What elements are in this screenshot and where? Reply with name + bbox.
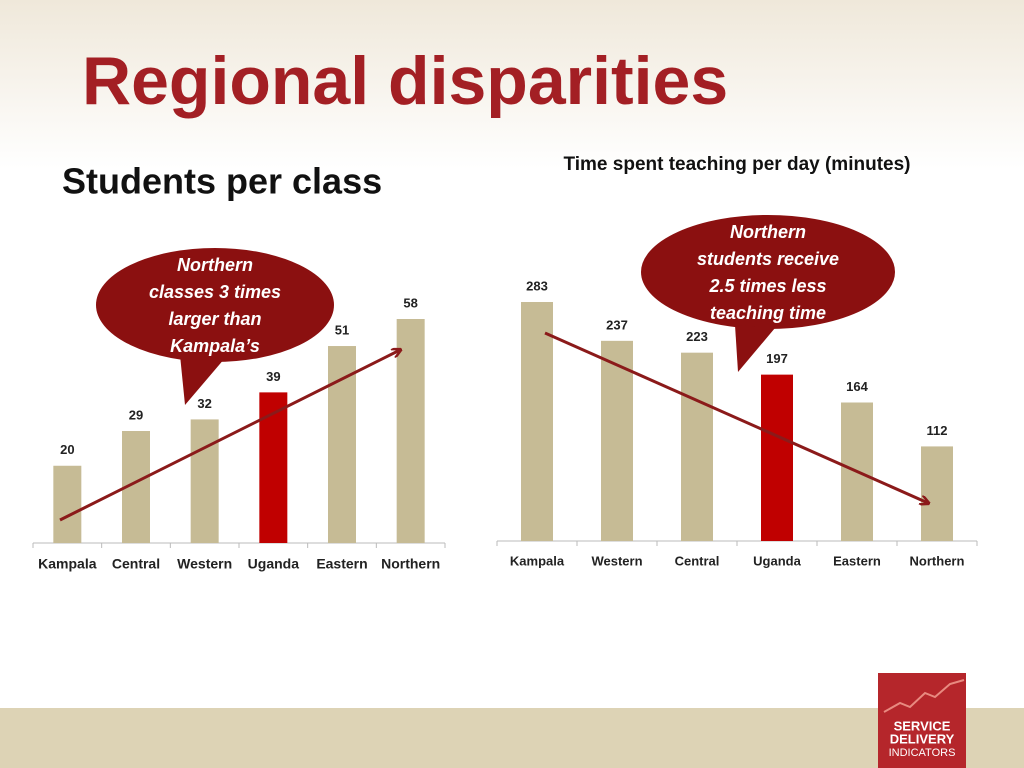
x-tick-label: Uganda <box>753 553 801 568</box>
value-label: 223 <box>686 329 708 344</box>
x-tick-label: Northern <box>381 556 440 572</box>
bar <box>761 374 793 541</box>
callout-text: Northern <box>730 222 806 242</box>
bar <box>396 319 425 543</box>
value-label: 237 <box>606 317 628 332</box>
logo-text: SERVICE <box>894 718 951 733</box>
value-label: 29 <box>129 407 143 422</box>
logo-text: DELIVERY <box>890 731 955 746</box>
slide-title: Regional disparities <box>82 43 728 119</box>
x-tick-label: Eastern <box>833 553 881 568</box>
bar <box>521 302 553 541</box>
value-label: 20 <box>60 442 74 457</box>
x-tick-label: Central <box>112 556 160 572</box>
callout-text: 2.5 times less <box>708 276 826 296</box>
callout-tail <box>735 325 775 372</box>
callout-text: students receive <box>697 249 839 269</box>
bar <box>601 340 633 541</box>
value-label: 283 <box>526 278 548 293</box>
value-label: 32 <box>197 396 211 411</box>
x-tick-label: Central <box>675 553 720 568</box>
bar <box>190 419 219 543</box>
x-tick-label: Eastern <box>316 556 367 572</box>
x-tick-label: Uganda <box>248 556 300 572</box>
callout-text: classes 3 times <box>149 282 281 302</box>
callout-text: Kampala’s <box>170 336 260 356</box>
callout-text: teaching time <box>710 303 826 323</box>
callout-text: Northern <box>177 255 253 275</box>
chart-title: Time spent teaching per day (minutes) <box>563 154 910 175</box>
logo-text: INDICATORS <box>889 747 956 759</box>
value-label: 197 <box>766 351 788 366</box>
value-label: 164 <box>846 379 868 394</box>
trend-arrow <box>544 331 928 503</box>
value-label: 58 <box>403 295 417 310</box>
callout-tail <box>180 355 225 405</box>
bar <box>921 446 953 541</box>
trend-arrow <box>59 350 400 522</box>
bar <box>53 465 82 543</box>
callout-text: larger than <box>168 309 261 329</box>
x-tick-label: Kampala <box>38 556 97 572</box>
x-tick-label: Kampala <box>510 553 565 568</box>
footer-band <box>0 708 1024 768</box>
value-label: 112 <box>927 423 948 438</box>
chart-title: Students per class <box>62 161 382 202</box>
value-label: 51 <box>335 322 349 337</box>
callout: Northern classes 3 times larger than Kampal… <box>94 246 336 405</box>
x-tick-label: Northern <box>910 553 965 568</box>
logo-box <box>878 673 966 768</box>
callout: Northern students receive 2.5 times less te… <box>639 213 897 372</box>
x-tick-label: Western <box>591 553 642 568</box>
logo-graph <box>883 679 965 713</box>
value-label: 39 <box>266 369 280 384</box>
bar <box>681 352 713 541</box>
x-tick-label: Western <box>177 556 232 572</box>
